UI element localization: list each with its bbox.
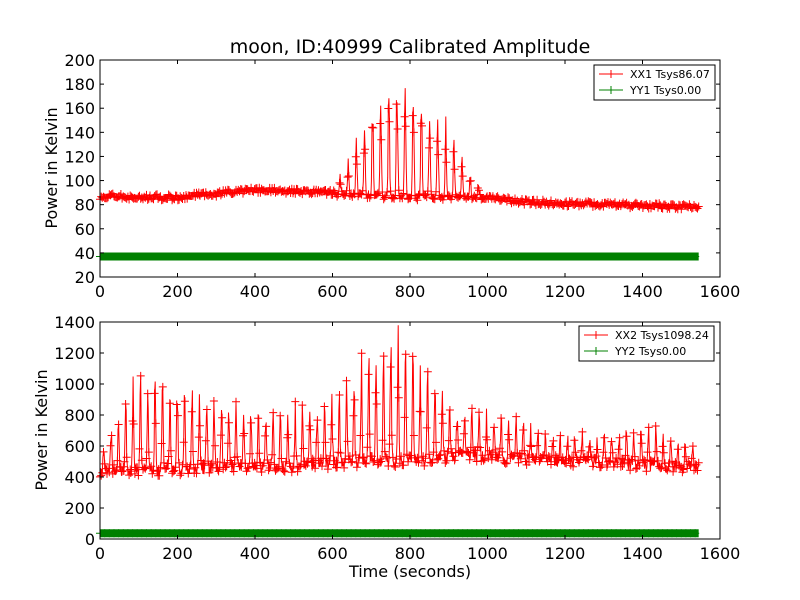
y-tick-label: 600 (64, 437, 95, 456)
series-yy1 (96, 252, 700, 261)
x-tick-label: 1200 (545, 544, 586, 563)
y-tick-label: 160 (64, 99, 95, 118)
y-tick-label: 200 (64, 51, 95, 70)
bottom-legend-marker-xx2 (592, 331, 600, 339)
top-legend-label-yy1: YY1 Tsys0.00 (629, 84, 701, 97)
x-tick-label: 200 (162, 544, 193, 563)
x-tick-label: 1600 (700, 282, 741, 301)
y-tick-label: 0 (85, 530, 95, 549)
y-tick-label: 1400 (54, 313, 95, 332)
y-tick-label: 1000 (54, 375, 95, 394)
top-subplot: moon, ID:40999 Calibrated Amplitude Powe… (42, 36, 740, 301)
top-legend-marker-yy1 (607, 86, 615, 94)
y-tick-label: 80 (75, 196, 95, 215)
bottom-legend: XX2 Tsys1098.24 YY2 Tsys0.00 (578, 325, 715, 362)
y-tick-label: 120 (64, 147, 95, 166)
y-tick-label: 40 (75, 244, 95, 263)
x-tick-label: 1400 (622, 544, 663, 563)
x-tick-label: 0 (95, 544, 105, 563)
top-plot-title: moon, ID:40999 Calibrated Amplitude (230, 36, 591, 58)
y-tick-label: 200 (64, 499, 95, 518)
x-tick-label: 800 (395, 544, 426, 563)
bottom-subplot: Power in Kelvin Time (seconds) 0 200 400 60… (32, 313, 740, 581)
top-y-axis-label: Power in Kelvin (42, 107, 61, 228)
series-xx2 (96, 325, 703, 481)
y-tick-label: 60 (75, 220, 95, 239)
top-ticks: 0 200 400 600 800 1000 1200 1400 1600 20 40 60 80 100… (64, 51, 740, 301)
top-legend: XX1 Tsys86.07 YY1 Tsys0.00 (593, 64, 716, 101)
x-tick-label: 1600 (700, 544, 741, 563)
bottom-data-layer (96, 325, 703, 538)
bottom-legend-box (578, 325, 715, 362)
x-tick-label: 800 (395, 282, 426, 301)
top-legend-marker-xx1 (607, 70, 615, 78)
bottom-ticks: 0 200 400 600 800 1000 1200 1400 1600 0 200 400 600 8… (54, 313, 740, 563)
top-data-layer (96, 88, 703, 261)
x-tick-label: 600 (317, 544, 348, 563)
bottom-legend-marker-yy2 (592, 347, 600, 355)
x-tick-label: 200 (162, 282, 193, 301)
bottom-legend-label-yy2: YY2 Tsys0.00 (614, 345, 686, 358)
series-line (99, 88, 700, 211)
bottom-x-axis-label: Time (seconds) (348, 562, 471, 581)
y-tick-label: 1200 (54, 344, 95, 363)
x-tick-label: 400 (240, 544, 271, 563)
x-tick-label: 0 (95, 282, 105, 301)
y-tick-label: 100 (64, 172, 95, 191)
y-tick-label: 800 (64, 406, 95, 425)
x-tick-label: 1200 (545, 282, 586, 301)
top-legend-label-xx1: XX1 Tsys86.07 (630, 68, 710, 81)
y-tick-label: 140 (64, 123, 95, 142)
y-tick-label: 180 (64, 75, 95, 94)
x-tick-label: 1000 (467, 544, 508, 563)
x-tick-label: 600 (317, 282, 348, 301)
y-tick-label: 400 (64, 468, 95, 487)
x-tick-label: 1400 (622, 282, 663, 301)
y-tick-label: 20 (75, 268, 95, 287)
series-xx1 (96, 88, 703, 214)
bottom-y-axis-label: Power in Kelvin (32, 369, 51, 490)
x-tick-label: 400 (240, 282, 271, 301)
top-legend-box (593, 64, 716, 101)
series-yy2 (96, 529, 700, 538)
x-tick-label: 1000 (467, 282, 508, 301)
bottom-legend-label-xx2: XX2 Tsys1098.24 (615, 329, 709, 342)
